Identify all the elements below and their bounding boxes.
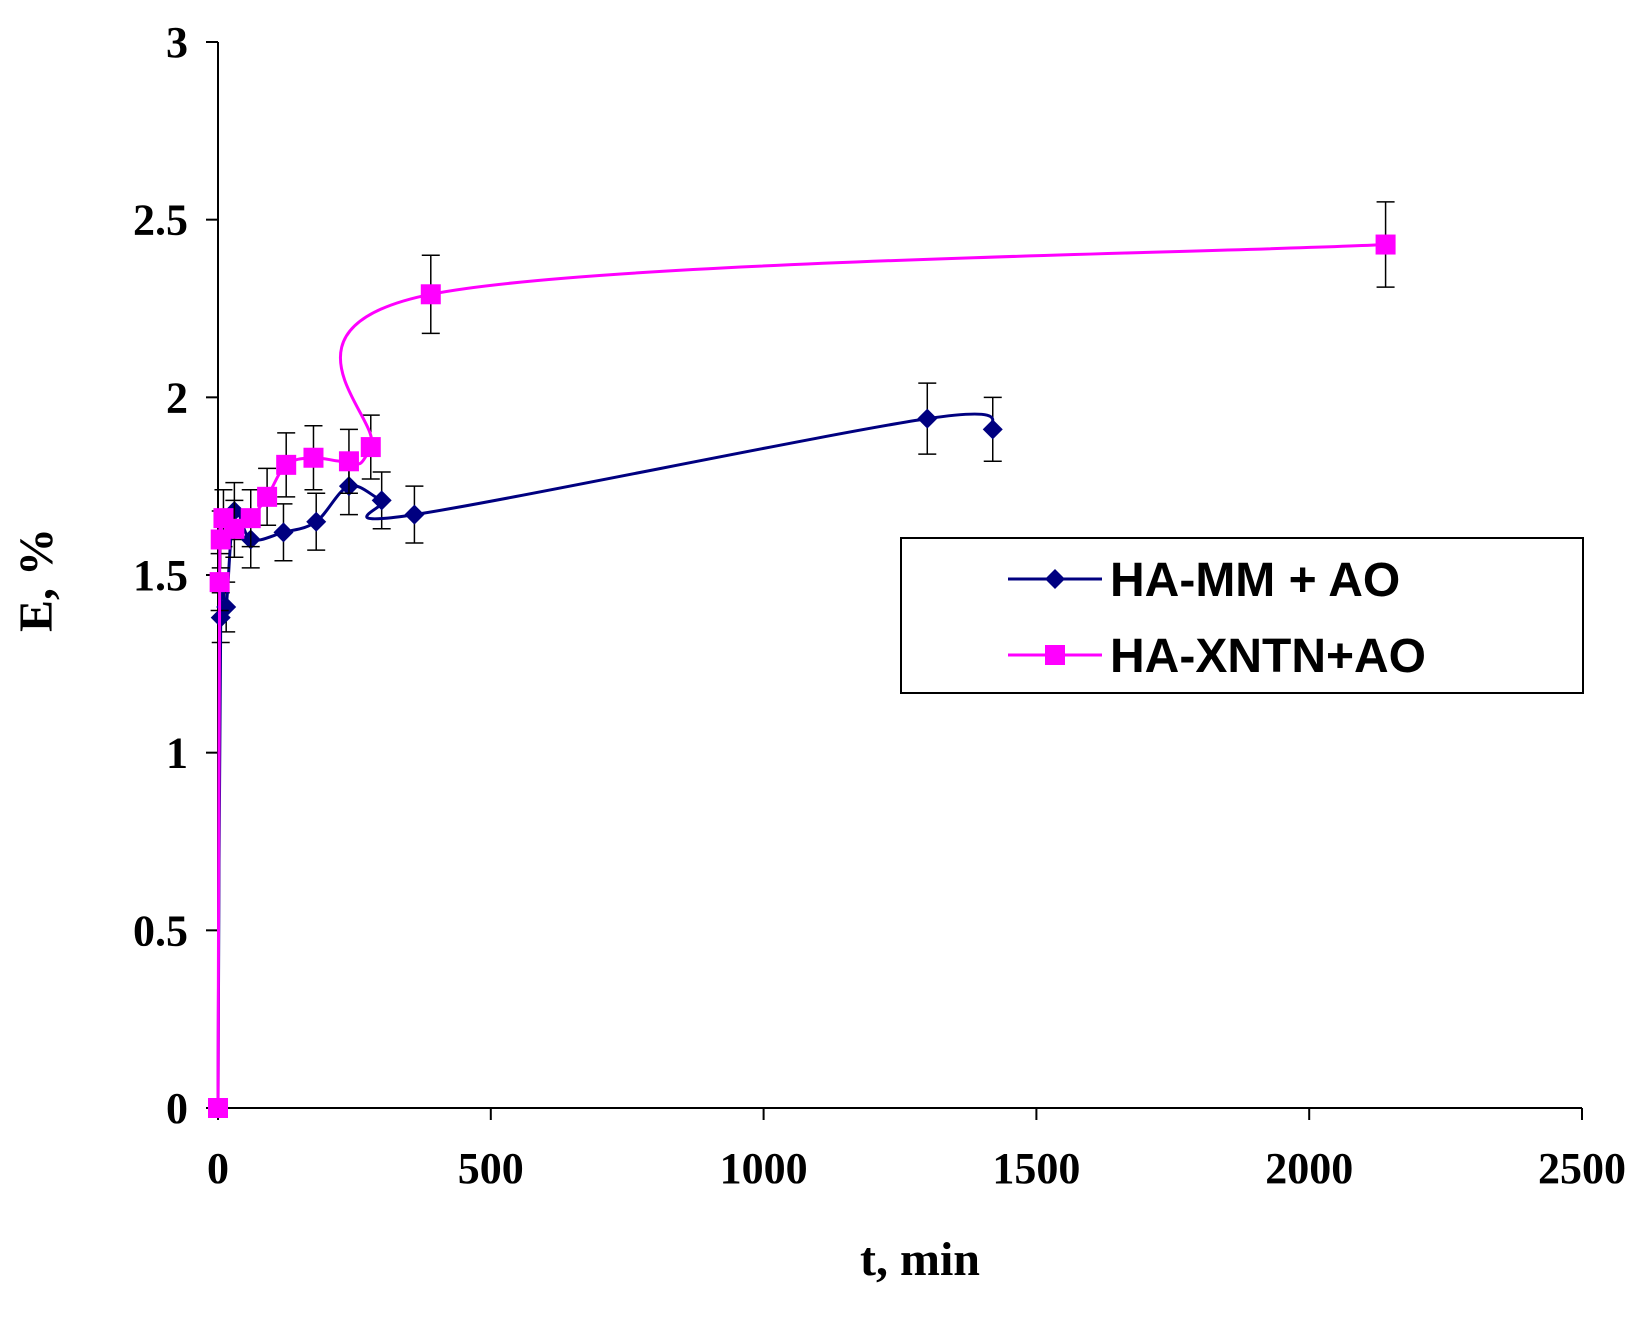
data-point-ha-mm-ao bbox=[982, 419, 1003, 440]
legend-swatch-ha-xntn-ao-marker bbox=[1045, 645, 1065, 665]
data-point-ha-xntn-ao bbox=[224, 518, 245, 539]
y-tick-label: 3 bbox=[166, 18, 188, 67]
x-tick-label: 500 bbox=[458, 1144, 524, 1193]
data-point-ha-mm-ao bbox=[404, 504, 425, 525]
data-point-ha-xntn-ao bbox=[338, 451, 359, 472]
y-tick-label: 2.5 bbox=[133, 196, 188, 245]
x-axis-title: t, min bbox=[860, 1233, 980, 1286]
data-point-ha-xntn-ao bbox=[360, 437, 381, 458]
x-tick-label: 1500 bbox=[992, 1144, 1080, 1193]
legend: HA-MM + AO HA-XNTN+AO bbox=[900, 537, 1584, 694]
y-tick-label: 1.5 bbox=[133, 551, 188, 600]
data-point-ha-xntn-ao bbox=[209, 572, 230, 593]
data-point-ha-mm-ao bbox=[306, 511, 327, 532]
data-point-ha-xntn-ao bbox=[257, 486, 278, 507]
data-point-ha-xntn-ao bbox=[240, 508, 261, 529]
legend-box bbox=[900, 537, 1584, 694]
y-tick-label: 1 bbox=[166, 729, 188, 778]
y-tick-label: 0.5 bbox=[133, 906, 188, 955]
data-point-ha-xntn-ao bbox=[1375, 234, 1396, 255]
data-point-ha-mm-ao bbox=[917, 408, 938, 429]
legend-label-ha-mm-ao: HA-MM + AO bbox=[1110, 554, 1400, 607]
data-point-ha-xntn-ao bbox=[420, 284, 441, 305]
legend-swatch-ha-mm-ao-marker bbox=[1045, 569, 1065, 589]
x-tick-label: 2500 bbox=[1538, 1144, 1626, 1193]
data-point-ha-xntn-ao bbox=[276, 454, 297, 475]
series-ha-xntn-ao bbox=[208, 201, 1396, 1118]
y-axis-title: E, % bbox=[10, 528, 63, 632]
y-tick-label: 0 bbox=[166, 1084, 188, 1133]
data-point-ha-mm-ao bbox=[273, 522, 294, 543]
data-point-ha-mm-ao bbox=[216, 596, 237, 617]
axes: 0 0.5 1 1.5 2 2.5 3 0 500 1000 1500 2000 2500 bbox=[133, 18, 1626, 1193]
data-point-ha-xntn-ao bbox=[303, 447, 324, 468]
y-tick-label: 2 bbox=[166, 373, 188, 422]
data-point-ha-mm-ao bbox=[371, 490, 392, 511]
legend-label-ha-xntn-ao: HA-XNTN+AO bbox=[1110, 630, 1426, 683]
x-tick-label: 1000 bbox=[720, 1144, 808, 1193]
x-tick-label: 2000 bbox=[1265, 1144, 1353, 1193]
data-point-ha-xntn-ao bbox=[208, 1098, 228, 1118]
x-tick-label: 0 bbox=[207, 1144, 229, 1193]
plot-series bbox=[208, 201, 1396, 1118]
